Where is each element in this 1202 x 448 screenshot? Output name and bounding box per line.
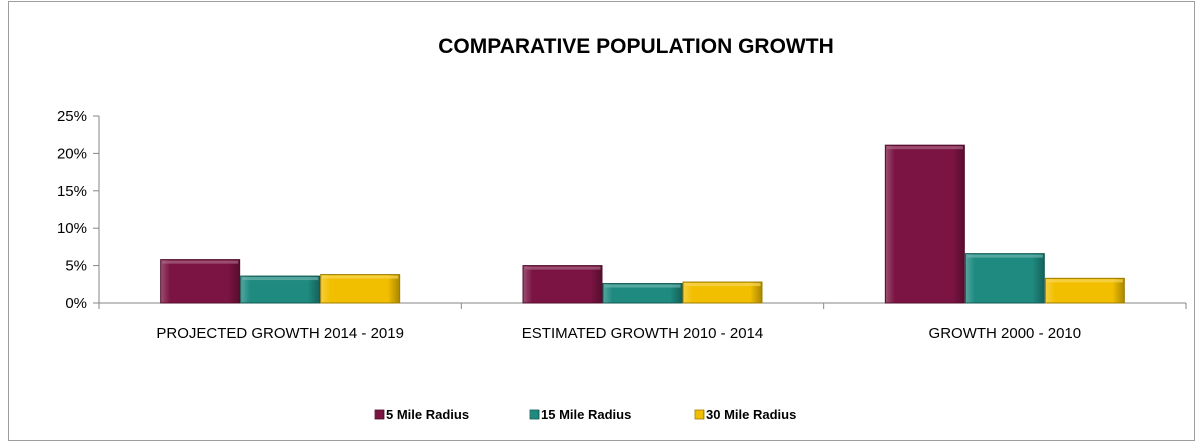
bar-highlight bbox=[242, 277, 319, 281]
x-category-label: ESTIMATED GROWTH 2010 - 2014 bbox=[522, 325, 763, 342]
bar-highlight bbox=[524, 266, 601, 270]
bar-highlight bbox=[684, 283, 761, 287]
bar-highlight bbox=[604, 284, 681, 288]
y-tick-label: 25% bbox=[57, 108, 87, 125]
bar-highlight bbox=[886, 146, 963, 150]
x-category-label: PROJECTED GROWTH 2014 - 2019 bbox=[156, 325, 404, 342]
bar bbox=[964, 253, 1045, 304]
bar bbox=[160, 259, 241, 304]
legend-swatch bbox=[529, 409, 540, 420]
bar-highlight bbox=[966, 254, 1043, 258]
legend-label: 30 Mile Radius bbox=[706, 407, 796, 422]
x-axis: PROJECTED GROWTH 2014 - 2019 ESTIMATED GR… bbox=[98, 302, 1187, 342]
bars bbox=[160, 144, 1125, 304]
bar bbox=[1044, 277, 1125, 304]
bar bbox=[602, 283, 683, 304]
y-tick-label: 0% bbox=[65, 295, 87, 312]
legend: 5 Mile Radius 15 Mile Radius 30 Mile Radiu… bbox=[374, 407, 796, 422]
bar-highlight bbox=[162, 260, 239, 264]
y-tick-label: 5% bbox=[65, 258, 87, 275]
bar bbox=[682, 281, 763, 304]
y-axis: 0% 5% 10% 15% 20% 25% bbox=[57, 108, 100, 312]
bar-highlight bbox=[322, 275, 399, 279]
bar-chart: COMPARATIVE POPULATION GROWTH 0% 5% 10% 15%… bbox=[57, 35, 1187, 422]
bar bbox=[320, 274, 401, 304]
bar-highlight bbox=[1046, 279, 1123, 283]
y-tick-label: 15% bbox=[57, 183, 87, 200]
x-category-label: GROWTH 2000 - 2010 bbox=[929, 325, 1082, 342]
legend-label: 5 Mile Radius bbox=[386, 407, 469, 422]
legend-swatch bbox=[374, 409, 385, 420]
legend-label: 15 Mile Radius bbox=[541, 407, 631, 422]
y-tick-label: 10% bbox=[57, 220, 87, 237]
legend-swatch bbox=[694, 409, 705, 420]
y-tick-label: 20% bbox=[57, 145, 87, 162]
chart-frame: COMPARATIVE POPULATION GROWTH 0% 5% 10% 15%… bbox=[8, 1, 1195, 441]
bar bbox=[884, 144, 965, 304]
bar bbox=[240, 275, 321, 304]
chart-title: COMPARATIVE POPULATION GROWTH bbox=[438, 35, 833, 58]
bar bbox=[522, 265, 603, 304]
